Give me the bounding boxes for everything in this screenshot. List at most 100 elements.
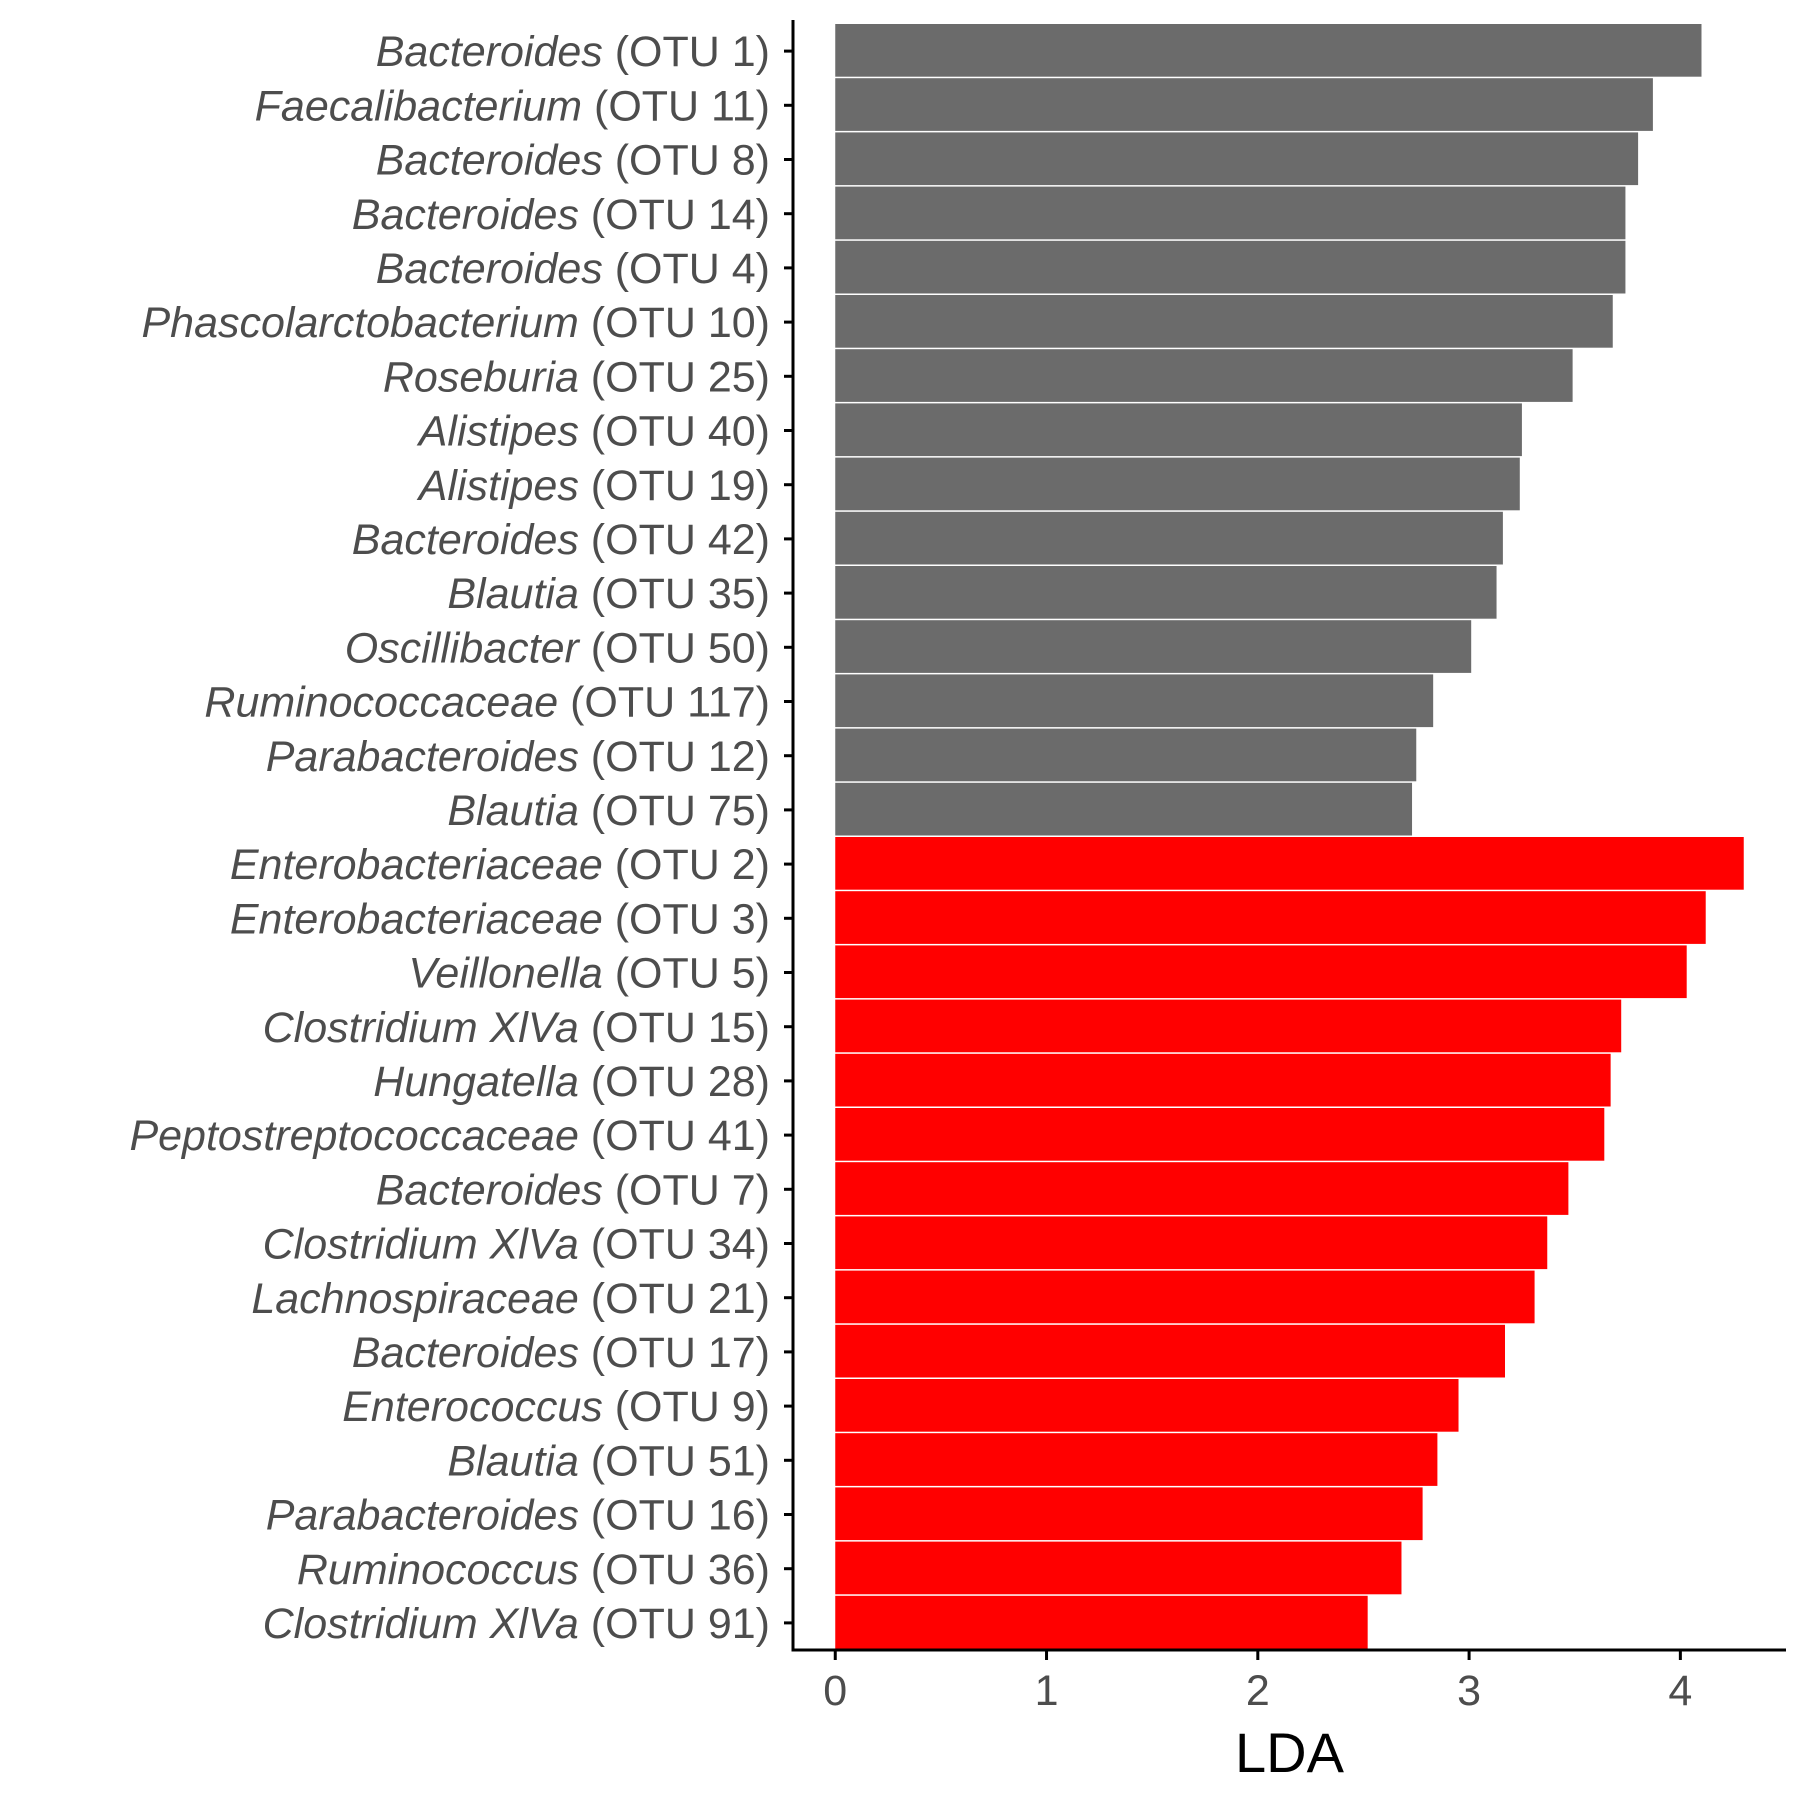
bar-29 xyxy=(835,1541,1402,1595)
category-label-4: Bacteroides (OTU 14) xyxy=(352,191,770,239)
genus-name: Phascolarctobacterium xyxy=(141,299,578,347)
otu-id: (OTU 91) xyxy=(579,1600,770,1648)
category-label-26: Enterococcus (OTU 9) xyxy=(342,1383,770,1431)
otu-id: (OTU 42) xyxy=(579,516,770,564)
category-label-18: Veillonella (OTU 5) xyxy=(408,950,770,998)
bar-5 xyxy=(835,240,1626,294)
category-label-2: Faecalibacterium (OTU 11) xyxy=(255,82,770,130)
genus-name: Roseburia xyxy=(383,353,579,401)
bar-14 xyxy=(835,728,1417,782)
genus-name: Bacteroides xyxy=(376,137,603,185)
bar-10 xyxy=(835,511,1503,565)
bar-22 xyxy=(835,1162,1569,1215)
x-tick-label-3: 3 xyxy=(1457,1667,1481,1715)
genus-name: Clostridium XlVa xyxy=(263,1004,579,1052)
otu-id: (OTU 40) xyxy=(579,408,770,456)
bar-3 xyxy=(835,132,1639,186)
otu-id: (OTU 36) xyxy=(579,1546,770,1594)
otu-id: (OTU 51) xyxy=(579,1437,770,1485)
bar-8 xyxy=(835,403,1522,457)
category-label-14: Parabacteroides (OTU 12) xyxy=(266,733,770,781)
genus-name: Ruminococcus xyxy=(297,1546,579,1594)
otu-id: (OTU 4) xyxy=(603,245,770,293)
genus-name: Enterococcus xyxy=(342,1383,603,1431)
bar-17 xyxy=(835,891,1706,944)
bar-12 xyxy=(835,620,1472,673)
otu-id: (OTU 35) xyxy=(579,570,770,618)
genus-name: Parabacteroides xyxy=(266,1492,579,1540)
x-tick-label-0: 0 xyxy=(823,1667,847,1715)
bar-19 xyxy=(835,999,1622,1053)
genus-name: Bacteroides xyxy=(352,1329,579,1377)
category-label-30: Clostridium XlVa (OTU 91) xyxy=(263,1600,770,1648)
bar-11 xyxy=(835,566,1497,619)
bar-6 xyxy=(835,295,1613,348)
category-label-10: Bacteroides (OTU 42) xyxy=(352,516,770,564)
category-label-22: Bacteroides (OTU 7) xyxy=(376,1166,770,1214)
genus-name: Blautia xyxy=(447,570,578,618)
otu-id: (OTU 21) xyxy=(579,1275,770,1323)
bar-30 xyxy=(835,1595,1368,1649)
otu-id: (OTU 11) xyxy=(582,82,770,130)
otu-id: (OTU 41) xyxy=(579,1112,770,1160)
category-label-16: Enterobacteriaceae (OTU 2) xyxy=(230,841,770,889)
otu-id: (OTU 2) xyxy=(603,841,770,889)
bar-2 xyxy=(835,78,1653,131)
genus-name: Parabacteroides xyxy=(266,733,579,781)
genus-name: Bacteroides xyxy=(376,1166,603,1214)
otu-id: (OTU 12) xyxy=(579,733,770,781)
otu-id: (OTU 28) xyxy=(579,1058,770,1106)
category-label-24: Lachnospiraceae (OTU 21) xyxy=(251,1275,770,1323)
category-label-20: Hungatella (OTU 28) xyxy=(373,1058,770,1106)
otu-id: (OTU 3) xyxy=(603,895,770,943)
otu-id: (OTU 75) xyxy=(579,787,770,835)
bar-24 xyxy=(835,1270,1535,1324)
genus-name: Lachnospiraceae xyxy=(251,1275,579,1323)
genus-name: Blautia xyxy=(447,787,578,835)
bar-7 xyxy=(835,349,1573,402)
category-label-5: Bacteroides (OTU 4) xyxy=(376,245,770,293)
otu-id: (OTU 50) xyxy=(579,624,770,672)
bar-13 xyxy=(835,674,1434,728)
genus-name: Veillonella xyxy=(408,950,602,998)
x-tick-label-4: 4 xyxy=(1668,1667,1692,1715)
otu-id: (OTU 10) xyxy=(579,299,770,347)
category-label-12: Oscillibacter (OTU 50) xyxy=(345,624,770,672)
category-label-13: Ruminococcaceae (OTU 117) xyxy=(204,679,770,727)
bar-21 xyxy=(835,1108,1605,1161)
x-axis-title: LDA xyxy=(1235,1721,1345,1784)
bar-18 xyxy=(835,945,1687,999)
category-label-6: Phascolarctobacterium (OTU 10) xyxy=(141,299,770,347)
category-label-28: Parabacteroides (OTU 16) xyxy=(266,1492,770,1540)
category-label-7: Roseburia (OTU 25) xyxy=(383,353,770,401)
bar-4 xyxy=(835,186,1626,240)
genus-name: Bacteroides xyxy=(352,191,579,239)
category-label-23: Clostridium XlVa (OTU 34) xyxy=(263,1221,770,1269)
genus-name: Oscillibacter xyxy=(345,624,581,672)
bar-15 xyxy=(835,782,1413,836)
genus-name: Enterobacteriaceae xyxy=(230,841,603,889)
bar-28 xyxy=(835,1487,1423,1541)
otu-id: (OTU 1) xyxy=(603,28,770,76)
otu-id: (OTU 14) xyxy=(579,191,770,239)
category-label-3: Bacteroides (OTU 8) xyxy=(376,137,770,185)
category-label-27: Blautia (OTU 51) xyxy=(447,1437,770,1485)
genus-name: Bacteroides xyxy=(376,28,603,76)
otu-id: (OTU 117) xyxy=(558,679,770,727)
bar-25 xyxy=(835,1324,1506,1378)
category-labels: Bacteroides (OTU 1) Faecalibacterium (OTU… xyxy=(129,28,770,1648)
genus-name: Alistipes xyxy=(416,408,579,456)
x-axis-ticks: 0 1 2 3 4 xyxy=(823,1650,1692,1715)
category-label-25: Bacteroides (OTU 17) xyxy=(352,1329,770,1377)
otu-id: (OTU 19) xyxy=(579,462,770,510)
genus-name: Enterobacteriaceae xyxy=(230,895,603,943)
category-label-15: Blautia (OTU 75) xyxy=(447,787,770,835)
otu-id: (OTU 25) xyxy=(579,353,770,401)
genus-name: Blautia xyxy=(447,1437,578,1485)
otu-id: (OTU 17) xyxy=(579,1329,770,1377)
category-label-29: Ruminococcus (OTU 36) xyxy=(297,1546,770,1594)
bar-16 xyxy=(835,837,1744,890)
genus-name: Clostridium XlVa xyxy=(263,1600,579,1648)
bar-20 xyxy=(835,1053,1611,1107)
